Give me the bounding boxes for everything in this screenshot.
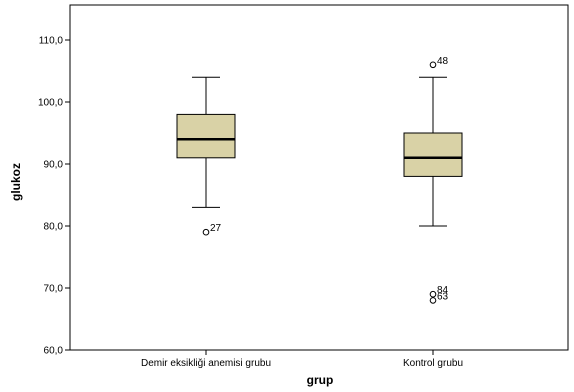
x-axis-title: grup (307, 373, 334, 387)
outlier-point (429, 297, 437, 304)
box (176, 113, 236, 159)
y-tick-label: 90,0 (44, 160, 64, 171)
y-tick-label: 100,0 (38, 98, 63, 109)
y-tick-label: 110,0 (39, 36, 64, 47)
y-axis-title: glukoz (9, 163, 23, 201)
outlier-label: 84 (437, 285, 449, 296)
outlier-label: 63 (437, 291, 449, 302)
outlier-point (429, 61, 437, 69)
x-tick-label: Kontrol grubu (403, 358, 463, 369)
plot-frame (69, 4, 569, 351)
y-axis: 60,0 70,0 80,0 90,0 100,0 110,0 (38, 36, 70, 357)
x-axis: Demir eksikliği anemisi grubu Kontrol gru… (141, 350, 463, 369)
box-group: 27 (176, 76, 236, 236)
outlier-label: 27 (210, 223, 222, 234)
y-tick-label: 70,0 (44, 284, 64, 295)
outlier-point (202, 228, 210, 236)
outlier-label: 48 (437, 56, 449, 67)
box (403, 132, 463, 177)
outlier-point (429, 290, 437, 298)
y-tick-label: 80,0 (44, 222, 64, 233)
x-tick-label: Demir eksikliği anemisi grubu (141, 358, 271, 369)
y-tick-label: 60,0 (44, 346, 64, 357)
